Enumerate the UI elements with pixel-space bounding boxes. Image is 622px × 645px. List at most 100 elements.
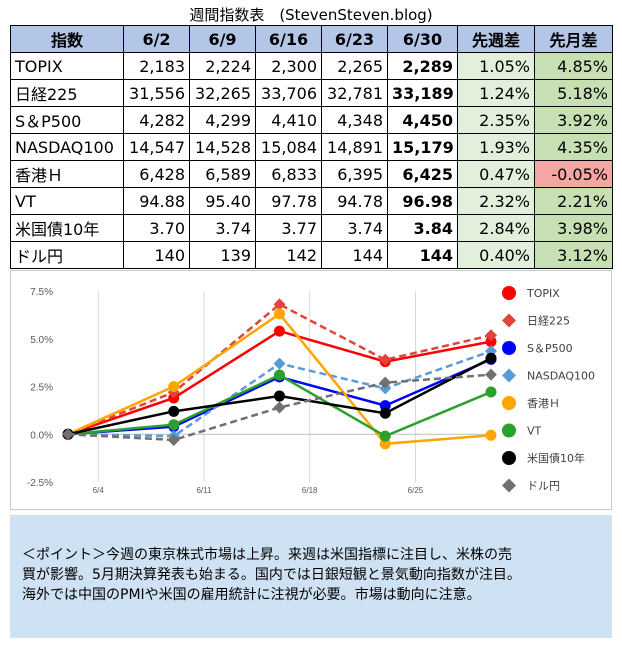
month-diff-cell: 2.21% [534,187,613,215]
data-point [274,325,285,337]
note-line: 海外では中国のPMIや米国の雇用統計に注視が必要。市場は動向に注意。 [22,587,481,603]
value-cell: 32,265 [189,79,256,107]
value-cell: 139 [189,241,256,269]
header-date: 6/2 [123,25,190,53]
legend-marker [502,286,516,300]
value-cell: 14,528 [189,133,256,161]
value-cell: 94.88 [123,187,190,215]
value-cell: 6,395 [321,160,388,188]
table-row: S＆P500 4,282 4,299 4,410 4,348 4,450 2.35% 3.92… [10,106,613,134]
value-cell: 144 [387,241,458,269]
week-diff-cell: 1.93% [457,133,535,161]
legend-label: VT [527,425,542,438]
value-cell: 4,299 [189,106,256,134]
value-cell: 94.78 [321,187,388,215]
table-row: 香港Ｈ 6,428 6,589 6,833 6,395 6,425 0.47% -0.05% [10,160,613,188]
month-diff-cell: 4.35% [534,133,613,161]
legend-marker [502,341,516,355]
legend-label: 米国債10年 [527,451,585,465]
legend-label: TOPIX [526,287,560,300]
data-point [274,390,285,402]
header-index: 指数 [10,25,124,53]
index-name-cell: S＆P500 [10,106,124,134]
page-title: 週間指数表 (StevenSteven.blog) [189,6,433,24]
value-cell: 14,891 [321,133,388,161]
x-tick-label: 6/25 [408,486,424,495]
index-name-cell: TOPIX [10,52,124,80]
legend-marker [502,478,516,493]
table-row: VT 94.88 95.40 97.78 94.78 96.98 2.32% 2.21% [10,187,613,215]
header-week-diff: 先週差 [457,25,535,53]
value-cell: 2,265 [321,52,388,80]
value-cell: 4,450 [387,106,458,134]
note-line: 買が影響。5月期決算発表も始まる。国内では日銀短観と景気動向指数が注目。 [22,567,521,583]
value-cell: 144 [321,241,388,269]
data-point [273,298,286,311]
value-cell: 33,189 [387,79,458,107]
value-cell: 2,224 [189,52,256,80]
value-cell: 15,084 [255,133,322,161]
legend-marker [502,423,516,438]
week-diff-cell: 2.35% [457,106,535,134]
data-point [62,428,74,441]
table-row: ドル円 140 139 142 144 144 0.40% 3.12% [10,241,613,269]
value-cell: 6,428 [123,160,190,188]
table-row: 米国債10年 3.70 3.74 3.77 3.74 3.84 2.84% 3.98% [10,214,613,242]
table-header-row: 指数 6/2 6/9 6/16 6/23 6/30 先週差 先月差 [10,25,613,53]
legend-label: ドル円 [527,480,560,493]
week-diff-cell: 0.47% [457,160,535,188]
value-cell: 97.78 [255,187,322,215]
value-cell: 14,547 [123,133,190,161]
y-tick-label: 5.0% [30,335,53,346]
note-line: ＜ポイント＞今週の東京株式市場は上昇。来週は米国指標に注目し、米株の売 [22,547,512,563]
week-diff-cell: 2.32% [457,187,535,215]
y-tick-label: 0.0% [30,430,53,441]
data-point [379,438,391,450]
value-cell: 2,300 [255,52,322,80]
legend-marker [502,396,516,410]
week-diff-cell: 2.84% [457,214,535,242]
data-point [168,381,180,392]
data-point [485,345,497,358]
data-point [485,329,497,342]
value-cell: 2,289 [387,52,458,80]
value-cell: 95.40 [189,187,256,215]
value-cell: 140 [123,241,190,269]
header-date: 6/30 [387,25,458,53]
header-date: 6/23 [321,25,388,53]
index-name-cell: NASDAQ100 [10,133,124,161]
index-name-cell: 日経225 [10,79,124,107]
x-tick-label: 6/11 [196,486,212,495]
month-diff-cell: -0.05% [534,160,613,188]
data-point [379,430,391,442]
value-cell: 3.77 [255,214,322,242]
week-diff-cell: 1.05% [457,52,535,80]
month-diff-cell: 3.92% [534,106,613,134]
legend-marker [502,368,516,383]
value-cell: 3.84 [387,214,458,242]
value-cell: 33,706 [255,79,322,107]
line-chart: 6/4 6/11 6/18 6/25 7.5% 5.0% 2.5% 0.0% -2.5% TOPI… [10,270,612,510]
point-note: ＜ポイント＞今週の東京株式市場は上昇。来週は米国指標に注目し、米株の売 買が影響… [10,515,612,638]
header-date: 6/16 [255,25,322,53]
legend-marker [502,313,516,328]
legend-label: 日経225 [527,315,570,328]
data-point [379,376,392,389]
header-month-diff: 先月差 [534,25,613,53]
value-cell: 32,781 [321,79,388,107]
data-point [485,336,497,348]
week-diff-cell: 0.40% [457,241,535,269]
data-point [273,357,286,370]
y-tick-label: -2.5% [27,478,53,489]
index-name-cell: VT [10,187,124,215]
data-point [485,368,497,381]
week-diff-cell: 1.24% [457,79,535,107]
data-point [485,386,497,398]
data-point [167,433,180,446]
month-diff-cell: 3.12% [534,241,613,269]
value-cell: 142 [255,241,322,269]
value-cell: 4,282 [123,106,190,134]
chart-svg: 6/4 6/11 6/18 6/25 7.5% 5.0% 2.5% 0.0% -2.5% TOPI… [27,286,595,495]
month-diff-cell: 3.98% [534,214,613,242]
data-point [168,419,180,431]
